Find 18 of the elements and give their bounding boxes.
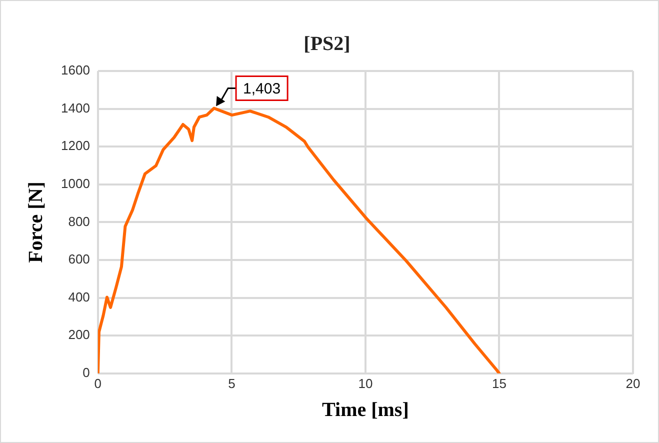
y-axis-title: Force [N] (25, 182, 48, 263)
y-tick-label: 800 (68, 214, 90, 229)
x-tick-label: 5 (228, 376, 236, 391)
chart-title: [PS2] (304, 33, 350, 56)
y-tick-label: 400 (68, 289, 90, 304)
y-tick-label: 1200 (61, 138, 90, 154)
y-tick-label: 1400 (61, 100, 90, 116)
y-tick-label: 0 (82, 364, 90, 380)
x-axis-title: Time [ms] (322, 399, 409, 422)
y-tick-label: 600 (68, 252, 90, 267)
x-tick-label: 10 (358, 376, 373, 391)
y-tick-label: 1000 (61, 176, 90, 191)
x-tick-label: 20 (626, 376, 640, 391)
y-tick-label: 200 (68, 327, 90, 342)
x-tick-label: 15 (492, 376, 506, 391)
y-tick-label: 1600 (61, 62, 90, 78)
x-tick-label: 0 (94, 376, 102, 391)
annotation: 1,403 (243, 80, 281, 98)
